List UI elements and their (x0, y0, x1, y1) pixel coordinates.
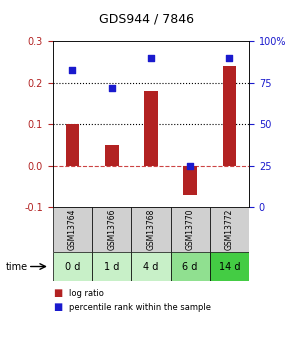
Bar (171, 252, 210, 281)
Bar (210, 252, 249, 281)
Point (188, 163, 193, 168)
Text: GSM13770: GSM13770 (186, 209, 195, 250)
Bar (53, 252, 92, 281)
Bar (92, 252, 131, 281)
Text: 14 d: 14 d (219, 262, 240, 272)
Bar (223, 66, 236, 166)
Point (70, 67, 75, 72)
Text: GSM13766: GSM13766 (107, 209, 116, 250)
Bar (105, 145, 118, 166)
Point (227, 55, 232, 61)
Bar (66, 124, 79, 166)
Bar (171, 207, 210, 252)
Text: GDS944 / 7846: GDS944 / 7846 (99, 12, 194, 26)
Text: 4 d: 4 d (143, 262, 159, 272)
Text: 0 d: 0 d (65, 262, 80, 272)
Bar (183, 166, 197, 195)
Bar (144, 91, 158, 166)
Point (109, 85, 114, 90)
Text: time: time (6, 262, 28, 272)
Point (149, 55, 153, 61)
Text: ■: ■ (53, 302, 62, 312)
Text: 1 d: 1 d (104, 262, 119, 272)
Bar (131, 252, 171, 281)
Text: 6 d: 6 d (183, 262, 198, 272)
Text: ■: ■ (53, 288, 62, 298)
Text: GSM13772: GSM13772 (225, 209, 234, 250)
Bar (53, 207, 92, 252)
Text: GSM13768: GSM13768 (146, 209, 155, 250)
Text: percentile rank within the sample: percentile rank within the sample (69, 303, 211, 312)
Bar (131, 207, 171, 252)
Text: GSM13764: GSM13764 (68, 209, 77, 250)
Bar (92, 207, 131, 252)
Text: log ratio: log ratio (69, 289, 104, 298)
Bar (210, 207, 249, 252)
